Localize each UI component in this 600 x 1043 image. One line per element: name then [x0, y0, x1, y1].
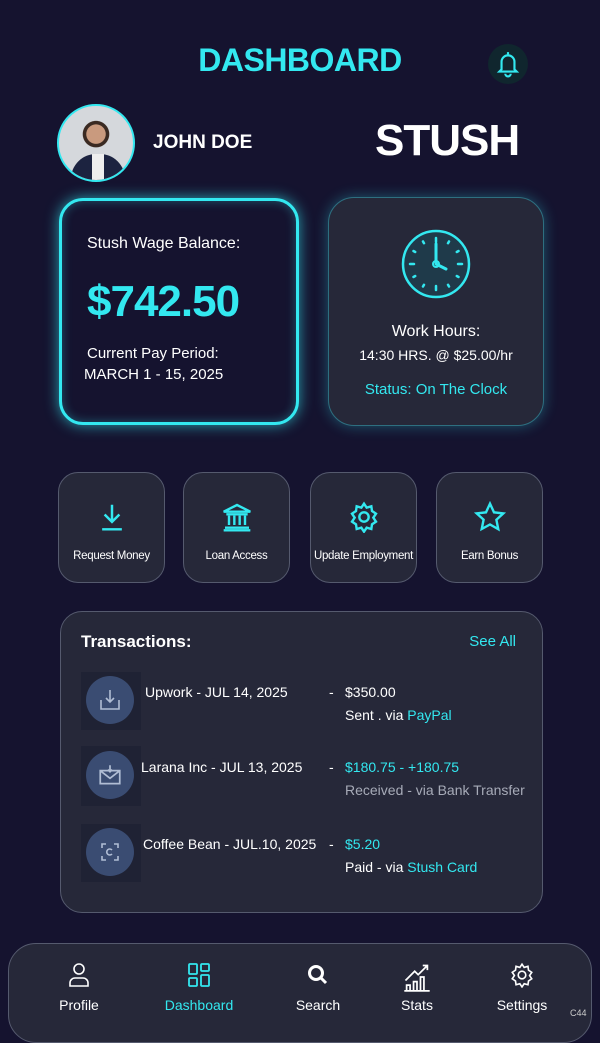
footer-code: C44: [570, 1008, 587, 1018]
bell-icon: [496, 52, 520, 78]
star-icon: [473, 500, 506, 532]
transactions-panel: Transactions: See All Upwork - JUL 14, 2…: [60, 611, 543, 913]
clock-tick: [421, 240, 426, 245]
transaction-status: Received - via Bank Transfer: [345, 782, 525, 798]
nav-profile[interactable]: Profile: [34, 962, 124, 1013]
page-title: DASHBOARD: [198, 42, 402, 78]
work-hours-title: Work Hours:: [391, 323, 481, 340]
search-icon: [308, 965, 328, 985]
transaction-status: Paid - via Stush Card: [345, 859, 478, 875]
transaction-amount: $350.00: [345, 684, 396, 700]
nav-search[interactable]: Search: [273, 962, 363, 1013]
wage-balance-card: Stush Wage Balance: $742.50 Current Pay …: [59, 198, 299, 425]
bottom-nav: Profile Dashboard Search Stats Settings: [8, 943, 592, 1043]
scan-icon: [101, 843, 119, 861]
clock-tick: [446, 283, 451, 288]
clock-tick: [446, 240, 451, 245]
nav-settings[interactable]: Settings: [477, 962, 567, 1013]
work-hours-card: Work Hours: 14:30 HRS. @ $25.00/hr Statu…: [328, 197, 544, 426]
notification-button[interactable]: [488, 44, 528, 84]
pay-period-label: Current Pay Period:: [87, 345, 219, 362]
mail-icon: [99, 765, 121, 785]
avatar[interactable]: [57, 104, 135, 182]
transaction-method: PayPal: [407, 707, 452, 723]
brand-logo: STUSH: [375, 116, 520, 165]
balance-amount: $742.50: [87, 277, 240, 326]
balance-label: Stush Wage Balance:: [87, 235, 241, 252]
transaction-merchant: Larana Inc - JUL 13, 2025: [141, 759, 303, 775]
transaction-separator: -: [329, 759, 334, 775]
clock-tick: [412, 274, 417, 279]
transaction-row[interactable]: Upwork - JUL 14, 2025 - $350.00 Sent . v…: [81, 672, 536, 732]
gear-icon: [511, 962, 533, 989]
clock-tick: [455, 249, 460, 254]
clock-tick: [421, 283, 426, 288]
transaction-row[interactable]: Larana Inc - JUL 13, 2025 - $180.75 - +1…: [81, 746, 536, 807]
transaction-separator: -: [329, 684, 334, 700]
see-all-link[interactable]: See All: [469, 633, 516, 650]
gear-icon: [349, 501, 378, 534]
transaction-amount: $180.75 - +180.75: [345, 759, 460, 775]
clock-icon: [401, 229, 471, 299]
transaction-row[interactable]: Coffee Bean - JUL.10, 2025 - $5.20 Paid …: [81, 824, 536, 884]
bank-icon: [222, 503, 251, 532]
inbox-download-icon: [100, 690, 120, 710]
transaction-merchant: Coffee Bean - JUL.10, 2025: [143, 836, 317, 852]
earn-bonus-button[interactable]: Earn Bonus: [436, 472, 543, 583]
nav-stats[interactable]: Stats: [372, 962, 462, 1013]
user-name: JOHN DOE: [153, 132, 253, 153]
user-icon: [69, 963, 89, 987]
pay-period: MARCH 1 - 15, 2025: [84, 366, 224, 383]
clock-tick: [455, 274, 460, 279]
transaction-merchant: Upwork - JUL 14, 2025: [145, 684, 288, 700]
download-icon: [101, 504, 122, 531]
transaction-amount: $5.20: [345, 836, 381, 852]
transaction-status: Sent . via PayPal: [345, 707, 452, 723]
transaction-method: Stush Card: [407, 859, 478, 875]
clock-tick: [412, 249, 417, 254]
request-money-button[interactable]: Request Money: [58, 472, 165, 583]
dashboard-icon: [188, 963, 210, 987]
transactions-title: Transactions:: [81, 632, 192, 651]
loan-access-button[interactable]: Loan Access: [183, 472, 290, 583]
transaction-separator: -: [329, 836, 334, 852]
nav-dashboard[interactable]: Dashboard: [154, 962, 244, 1013]
stats-icon: [404, 964, 430, 992]
clock-status: Status: On The Clock: [364, 381, 508, 398]
update-employment-button[interactable]: Update Employment: [310, 472, 417, 583]
work-hours-rate: 14:30 HRS. @ $25.00/hr: [359, 347, 513, 363]
